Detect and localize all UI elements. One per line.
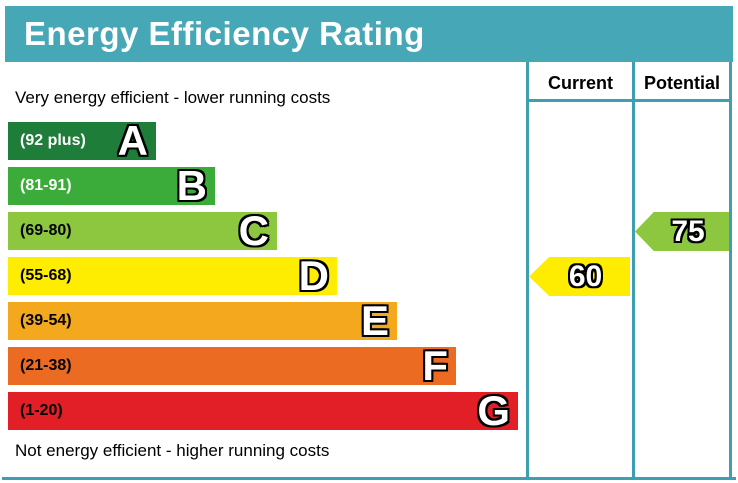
band-E: (39-54) E (8, 297, 397, 344)
chart-title-banner: Energy Efficiency Rating (5, 6, 733, 62)
chart-right-border (729, 62, 732, 480)
band-range-label: (69-80) (20, 222, 72, 239)
band-range-label: (1-20) (20, 402, 63, 419)
band-letter: D (298, 252, 329, 299)
current-column-left-border (526, 62, 529, 480)
band-letter: F (422, 342, 448, 389)
band-range-label: (92 plus) (20, 132, 86, 149)
band-A: (92 plus) A (8, 117, 156, 164)
band-C: (69-80) C (8, 207, 277, 254)
current-column-header: Current (547, 73, 613, 93)
potential-column-header: Potential (643, 73, 720, 93)
band-letter: E (360, 297, 389, 344)
band-range-label: (39-54) (20, 312, 72, 329)
band-letter: B (176, 162, 207, 209)
band-D: (55-68) D (8, 252, 337, 299)
band-range-label: (55-68) (20, 267, 72, 284)
band-range-label: (21-38) (20, 357, 72, 374)
band-F: (21-38) F (8, 342, 456, 389)
potential-rating-arrow: 75 (635, 212, 729, 251)
band-G: (1-20) G (8, 387, 518, 434)
potential-rating-value: 75 (671, 214, 705, 248)
chart-bottom-border (2, 477, 736, 480)
potential-column-left-border (632, 62, 635, 480)
band-letter: C (238, 207, 269, 254)
band-B: (81-91) B (8, 162, 215, 209)
band-letter: G (477, 387, 510, 434)
current-rating-value: 60 (568, 259, 603, 293)
column-header-underline (526, 99, 732, 102)
band-letter: A (117, 117, 148, 164)
bottom-note: Not energy efficient - higher running co… (15, 441, 330, 460)
top-note: Very energy efficient - lower running co… (15, 88, 331, 107)
chart-title: Energy Efficiency Rating (24, 15, 425, 52)
current-rating-arrow: 60 (529, 257, 630, 296)
band-range-label: (81-91) (20, 177, 72, 194)
